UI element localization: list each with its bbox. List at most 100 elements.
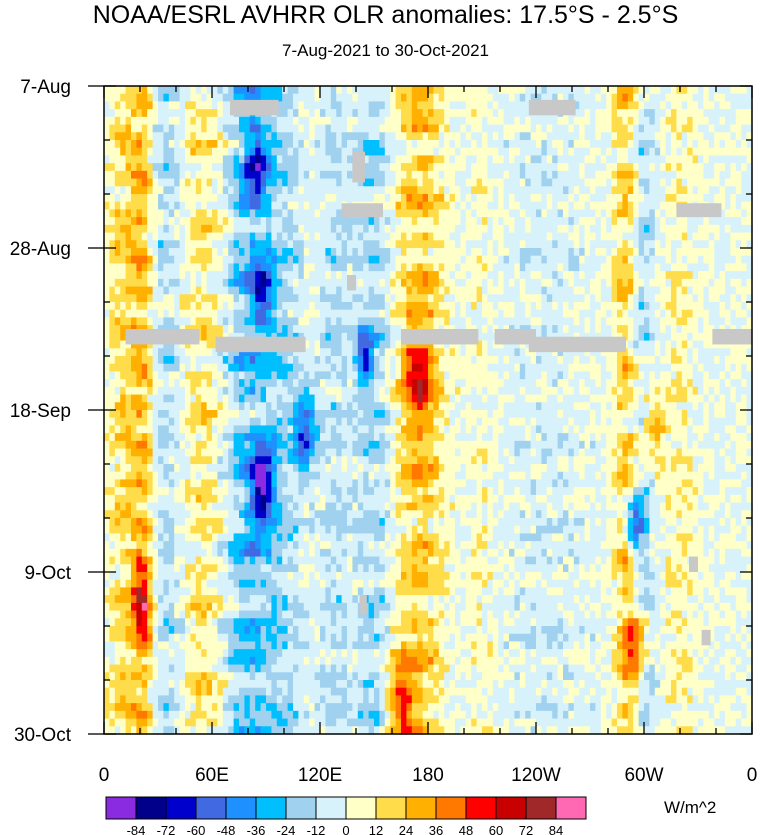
anomaly-cell	[185, 186, 191, 195]
anomaly-cell	[660, 294, 667, 303]
anomaly-cell	[719, 132, 726, 141]
anomaly-cell	[665, 286, 672, 295]
anomaly-cell	[519, 278, 526, 288]
anomaly-cell	[460, 194, 467, 203]
anomaly-cell	[136, 371, 143, 380]
anomaly-cell	[190, 132, 197, 141]
anomaly-cell	[379, 140, 386, 149]
anomaly-cell	[185, 386, 191, 396]
anomaly-cell	[471, 278, 478, 288]
anomaly-cell	[287, 248, 294, 257]
anomaly-cell	[503, 402, 510, 411]
anomaly-cell	[222, 286, 229, 295]
anomaly-cell	[222, 170, 229, 180]
anomaly-cell	[368, 309, 375, 319]
anomaly-cell	[309, 302, 316, 311]
anomaly-cell	[114, 224, 121, 234]
anomaly-cell	[309, 209, 316, 218]
anomaly-cell	[530, 363, 537, 373]
anomaly-cell	[595, 163, 602, 172]
anomaly-cell	[557, 194, 564, 203]
anomaly-cell	[195, 163, 202, 172]
anomaly-cell	[390, 232, 397, 241]
anomaly-cell	[649, 232, 656, 241]
anomaly-cell	[222, 116, 229, 126]
anomaly-cell	[417, 170, 424, 180]
anomaly-cell	[136, 309, 143, 319]
anomaly-cell	[309, 248, 316, 257]
anomaly-cell	[174, 232, 181, 241]
anomaly-cell	[195, 86, 202, 95]
anomaly-cell	[357, 356, 364, 365]
anomaly-cell	[352, 132, 359, 141]
anomaly-cell	[492, 93, 499, 103]
anomaly-cell	[746, 178, 753, 187]
anomaly-cell	[719, 263, 726, 272]
anomaly-cell	[422, 394, 429, 403]
anomaly-cell	[379, 178, 386, 187]
anomaly-cell	[330, 163, 337, 172]
anomaly-cell	[271, 309, 278, 319]
anomaly-cell	[714, 170, 721, 180]
anomaly-cell	[293, 278, 299, 288]
anomaly-cell	[465, 186, 472, 195]
anomaly-cell	[719, 201, 726, 211]
anomaly-cell	[168, 286, 175, 295]
anomaly-cell	[125, 178, 132, 187]
anomaly-cell	[719, 124, 726, 133]
anomaly-cell	[266, 255, 272, 265]
anomaly-cell	[692, 394, 699, 403]
anomaly-cell	[190, 278, 197, 288]
anomaly-cell	[179, 163, 186, 172]
anomaly-cell	[692, 93, 699, 103]
anomaly-cell	[249, 255, 256, 265]
anomaly-cell	[546, 170, 553, 180]
anomaly-cell	[179, 155, 186, 164]
anomaly-cell	[590, 224, 596, 234]
anomaly-cell	[514, 294, 521, 303]
anomaly-cell	[498, 294, 505, 303]
anomaly-cell	[406, 109, 413, 118]
anomaly-cell	[525, 132, 532, 141]
anomaly-cell	[347, 232, 353, 241]
anomaly-cell	[136, 348, 143, 357]
anomaly-cell	[201, 278, 208, 288]
anomaly-cell	[590, 363, 596, 373]
anomaly-cell	[330, 124, 337, 133]
anomaly-cell	[422, 194, 429, 203]
anomaly-cell	[120, 286, 127, 295]
anomaly-cell	[152, 340, 159, 349]
anomaly-cell	[287, 271, 294, 280]
anomaly-cell	[379, 101, 386, 110]
anomaly-cell	[276, 109, 283, 118]
anomaly-cell	[125, 302, 132, 311]
anomaly-cell	[152, 101, 159, 110]
anomaly-cell	[660, 371, 667, 380]
anomaly-cell	[395, 240, 402, 249]
anomaly-cell	[320, 356, 326, 365]
anomaly-cell	[665, 248, 672, 257]
anomaly-cell	[563, 93, 569, 103]
anomaly-cell	[411, 294, 418, 303]
anomaly-cell	[168, 371, 175, 380]
anomaly-cell	[260, 348, 267, 357]
anomaly-cell	[374, 132, 380, 141]
anomaly-cell	[282, 232, 289, 241]
anomaly-cell	[611, 232, 618, 241]
anomaly-cell	[519, 155, 526, 164]
anomaly-cell	[482, 201, 488, 211]
anomaly-cell	[120, 356, 127, 365]
anomaly-cell	[222, 248, 229, 257]
anomaly-cell	[152, 294, 159, 303]
anomaly-cell	[428, 240, 434, 249]
anomaly-cell	[287, 371, 294, 380]
anomaly-cell	[536, 302, 542, 311]
anomaly-cell	[725, 116, 731, 126]
anomaly-cell	[390, 93, 397, 103]
anomaly-cell	[455, 86, 461, 95]
anomaly-cell	[293, 109, 299, 118]
anomaly-cell	[708, 163, 715, 172]
anomaly-cell	[536, 386, 542, 396]
anomaly-cell	[719, 170, 726, 180]
anomaly-cell	[536, 170, 542, 180]
